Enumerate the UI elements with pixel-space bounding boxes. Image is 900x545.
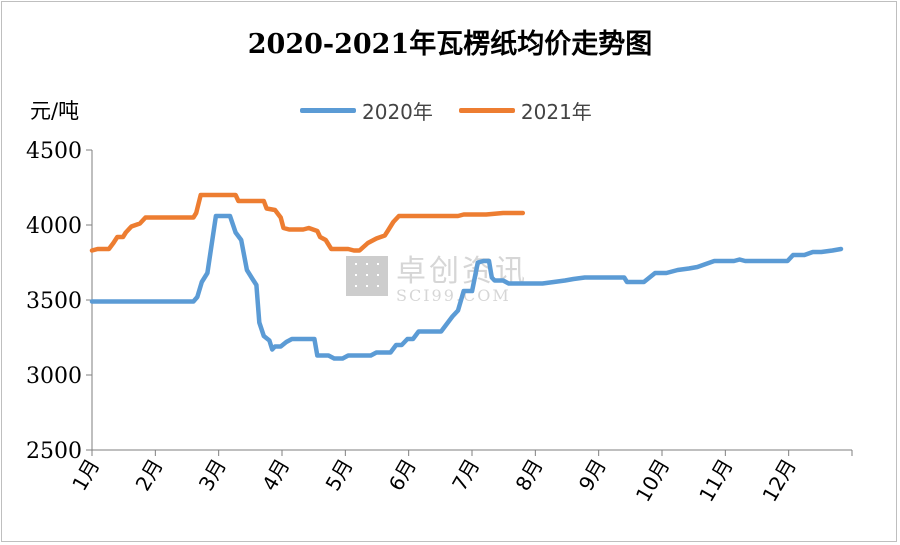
y-axis-unit-label: 元/吨	[30, 99, 80, 123]
y-tick-label: 3500	[26, 289, 82, 314]
series-line-2020	[89, 213, 844, 361]
x-tick-label: 9月	[574, 455, 611, 495]
x-tick-label: 4月	[257, 455, 294, 495]
x-tick-label: 10月	[631, 455, 675, 506]
y-tick-label: 2500	[26, 439, 82, 464]
chart-title: 2020-2021年瓦楞纸均价走势图	[247, 29, 653, 60]
y-tick-label: 4500	[26, 139, 82, 164]
y-tick-label: 3000	[26, 364, 82, 389]
legend-swatch-2021	[458, 108, 515, 113]
x-tick-label: 3月	[194, 455, 231, 495]
x-tick-label: 12月	[757, 455, 801, 506]
x-tick-label: 2月	[131, 455, 168, 495]
legend-label-2020: 2020年	[362, 100, 433, 124]
legend-label-2021: 2021年	[520, 100, 592, 124]
series-line-2021	[89, 192, 526, 253]
legend-swatch-2020	[300, 108, 356, 113]
watermark-grid-icon	[346, 255, 388, 296]
legend-item-2020: 2020年	[300, 96, 433, 125]
x-tick-label: 8月	[511, 455, 548, 495]
legend-item-2021: 2021年	[458, 96, 592, 125]
x-tick-label: 7月	[447, 455, 484, 495]
x-tick-label: 5月	[321, 455, 358, 495]
legend: 2020年 2021年	[300, 96, 618, 125]
x-tick-label: 6月	[384, 455, 421, 495]
y-tick-label: 4000	[26, 214, 82, 239]
watermark-logo: 卓创资讯 SCI99.COM	[346, 246, 528, 305]
x-tick-label: 11月	[694, 455, 738, 506]
